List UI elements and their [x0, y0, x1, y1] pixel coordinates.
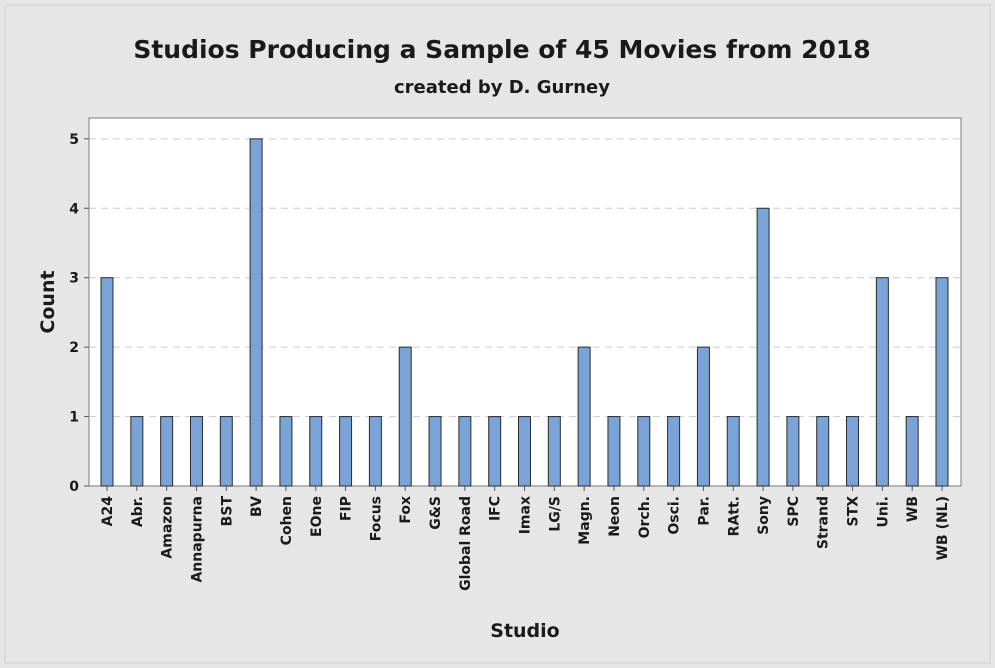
- x-tick-label: Cohen: [279, 496, 295, 545]
- x-tick-label: Annapurna: [189, 496, 205, 583]
- y-tick-label: 3: [69, 271, 79, 287]
- bar: [756, 207, 770, 487]
- bar: [100, 277, 114, 487]
- y-tick-label: 1: [69, 410, 79, 426]
- bar: [547, 416, 561, 487]
- bar: [637, 416, 651, 487]
- x-tick-label: BV: [249, 496, 265, 517]
- x-axis-label: Studio: [490, 620, 559, 642]
- bar: [160, 416, 174, 487]
- bar: [189, 416, 203, 487]
- bar: [905, 416, 919, 487]
- bar: [935, 277, 949, 487]
- bar: [875, 277, 889, 487]
- x-tick-label: Strand: [816, 496, 832, 549]
- bar: [726, 416, 740, 487]
- x-tick-label: Par.: [696, 496, 712, 526]
- x-tick-label: Abr.: [130, 496, 146, 527]
- x-tick-label: Focus: [368, 496, 384, 541]
- x-tick-label: BST: [219, 496, 235, 527]
- x-tick-label: Global Road: [458, 496, 474, 591]
- bars: [100, 138, 949, 487]
- x-tick-label: Sony: [756, 496, 772, 535]
- x-tick-label: A24: [100, 496, 116, 527]
- bar: [846, 416, 860, 487]
- y-axis-label: Count: [37, 270, 59, 333]
- bar: [488, 416, 502, 487]
- bar: [577, 346, 591, 487]
- chart-title: Studios Producing a Sample of 45 Movies …: [133, 35, 870, 64]
- y-tick-label: 2: [69, 340, 79, 356]
- x-tick-label: Uni.: [875, 496, 891, 527]
- x-tick-label: Amazon: [160, 496, 176, 559]
- bar: [130, 416, 144, 487]
- x-tick-label: FIP: [339, 496, 355, 521]
- x-tick-label: G&S: [428, 496, 444, 530]
- x-tick-label: RAtt.: [726, 496, 742, 536]
- y-tick-label: 4: [69, 201, 79, 217]
- x-tick-label: Osci.: [667, 496, 683, 535]
- bar: [309, 416, 323, 487]
- bar: [607, 416, 621, 487]
- x-axis-ticks: A24 Abr. Amazon Annapurna BST BV Cohen EOne FIP F…: [100, 486, 951, 591]
- bar: [398, 346, 412, 487]
- bar: [368, 416, 382, 487]
- x-tick-label: IFC: [488, 496, 504, 521]
- x-tick-label: Orch.: [637, 496, 653, 538]
- bar: [339, 416, 353, 487]
- x-tick-label: WB: [905, 496, 921, 522]
- bar: [219, 416, 233, 487]
- bar: [279, 416, 293, 487]
- bar: [518, 416, 531, 487]
- y-axis-ticks: 0 1 2 3 4 5: [69, 132, 89, 495]
- y-tick-label: 0: [69, 479, 79, 495]
- x-tick-label: LG/S: [547, 496, 563, 532]
- x-tick-label: Magn.: [577, 496, 593, 545]
- bar: [786, 416, 800, 487]
- y-tick-label: 5: [69, 132, 79, 148]
- x-tick-label: SPC: [786, 496, 802, 527]
- x-tick-label: Fox: [398, 496, 414, 524]
- x-tick-label: Imax: [518, 496, 534, 534]
- bar: [428, 416, 442, 487]
- x-tick-label: EOne: [309, 496, 325, 537]
- gridlines: [89, 138, 961, 418]
- x-tick-label: WB (NL): [935, 496, 951, 560]
- chart-subtitle: created by D. Gurney: [394, 77, 610, 98]
- x-tick-label: STX: [846, 496, 862, 527]
- bar: [816, 416, 830, 487]
- x-tick-label: Neon: [607, 496, 623, 537]
- bar: [696, 346, 710, 487]
- bar: [458, 416, 472, 487]
- bar: [667, 416, 681, 487]
- bar: [249, 138, 263, 487]
